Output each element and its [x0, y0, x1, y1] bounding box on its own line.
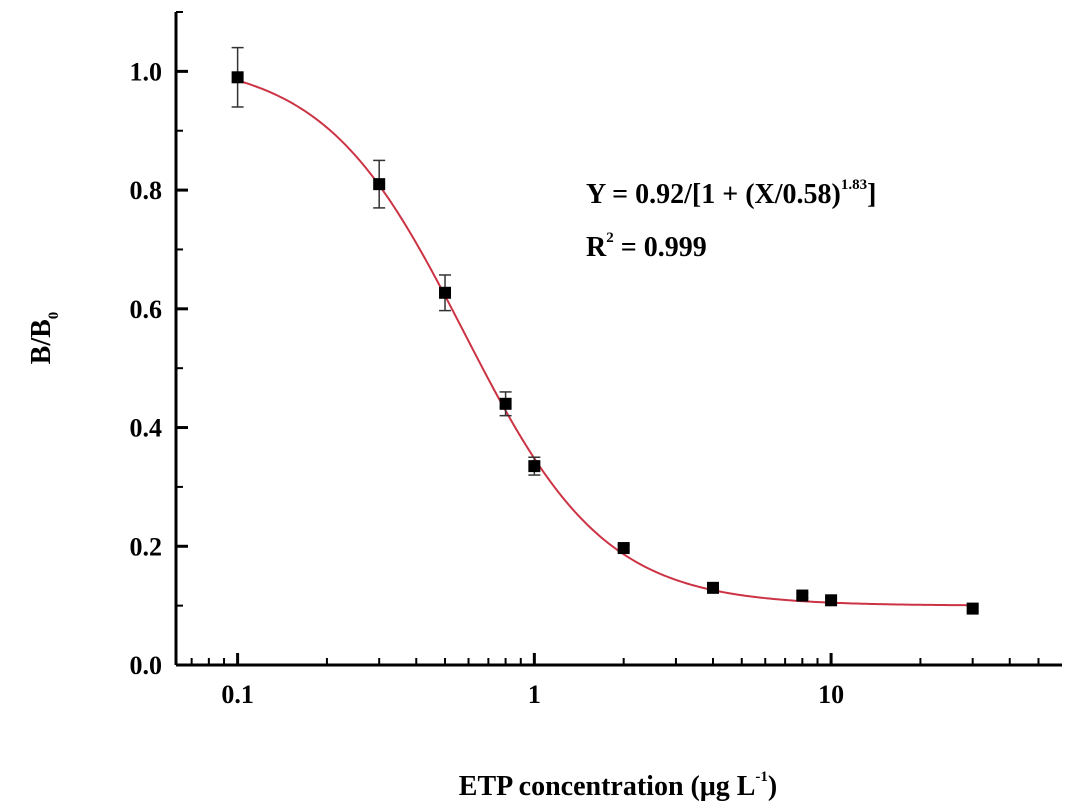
data-point: [499, 397, 512, 410]
y-tick-label: 0.6: [130, 295, 163, 324]
data-point: [528, 460, 541, 473]
y-tick-label: 0.2: [130, 532, 163, 561]
data-point: [707, 581, 720, 594]
data-point: [966, 602, 979, 615]
y-tick-label: 1.0: [130, 57, 163, 86]
axes: [174, 12, 1062, 667]
data-point: [796, 589, 809, 602]
equation-annotation: Y = 0.92/[1 + (X/0.58)1.83]: [586, 177, 876, 210]
data-markers: [231, 71, 979, 615]
x-axis-label: ETP concentration (μg L-1): [459, 769, 777, 802]
data-point: [825, 594, 838, 607]
y-tick-label: 0.4: [130, 414, 163, 443]
fit-curve: [237, 79, 973, 607]
data-point: [439, 286, 452, 299]
error-bars: [231, 46, 979, 612]
data-point: [373, 178, 386, 191]
data-point: [617, 542, 630, 555]
y-ticks: 0.0 0.2 0.4 0.6 0.8 1.0: [130, 11, 188, 680]
y-axis-label: B/B0: [26, 312, 62, 365]
y-tick-label: 0.8: [130, 176, 163, 205]
x-tick-label: 0.1: [221, 680, 254, 709]
x-ticks: 0.1 1 10: [190, 653, 1040, 709]
x-tick-label: 10: [818, 680, 844, 709]
y-tick-label: 0.0: [130, 651, 163, 680]
x-tick-label: 1: [528, 680, 541, 709]
r-squared-annotation: R2 = 0.999: [586, 230, 707, 263]
data-point: [231, 71, 244, 84]
